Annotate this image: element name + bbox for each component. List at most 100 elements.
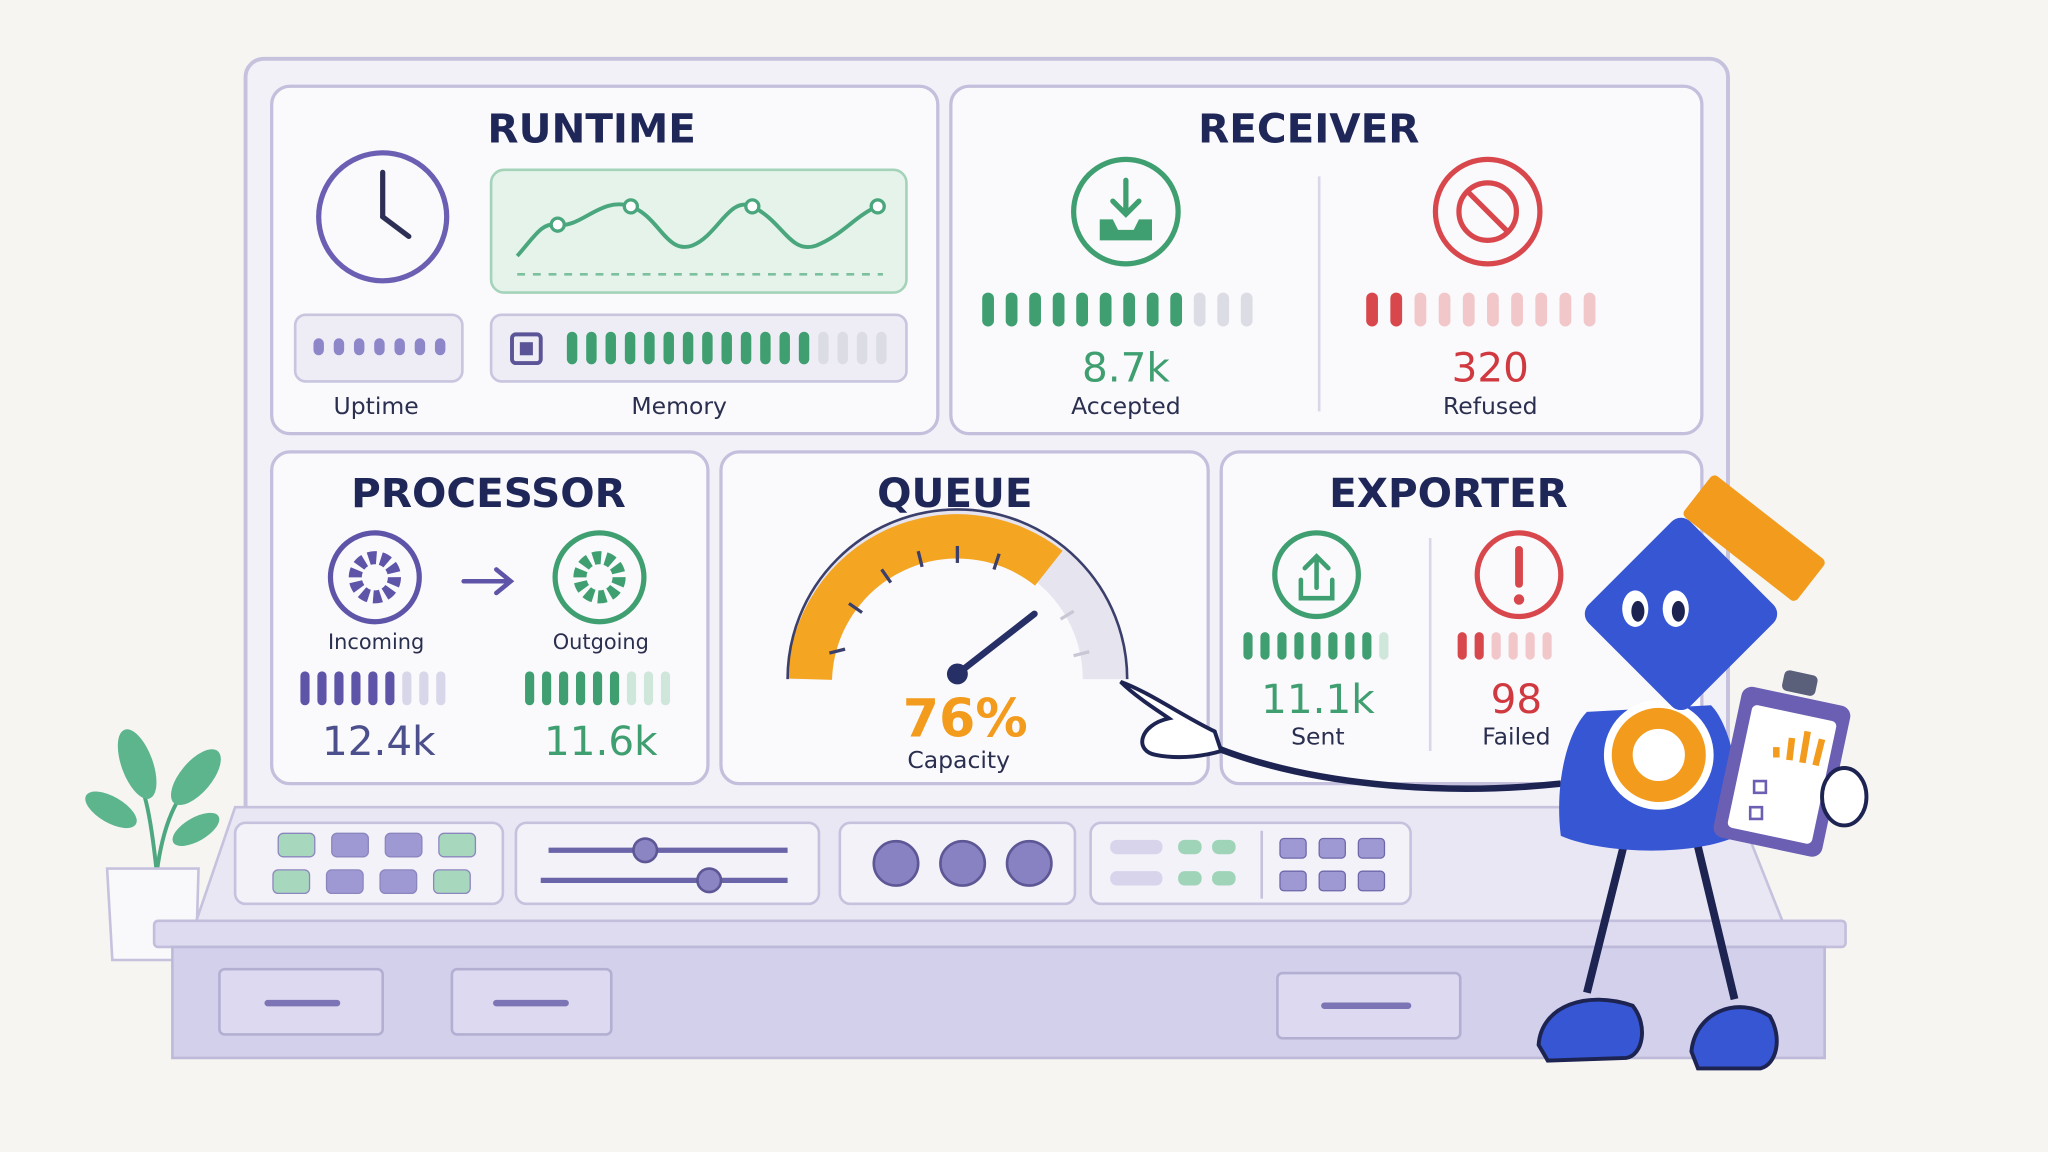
arrow: [1110, 177, 1142, 218]
meter-segment: [624, 331, 636, 365]
queue-value: 76%: [903, 690, 1028, 750]
metric-label: Incoming: [328, 630, 424, 654]
meter-segment: [1328, 632, 1338, 660]
button-grid: [272, 832, 1386, 895]
meter-segment: [542, 671, 552, 706]
refused-icon: [1432, 156, 1543, 267]
metric-label: Memory: [631, 392, 727, 420]
uptime-dot: [414, 338, 426, 356]
shoe: [1536, 997, 1644, 1063]
meter-segment: [1559, 292, 1572, 327]
upload-arrow: [1298, 553, 1335, 601]
meter-segment: [702, 331, 713, 365]
icon-ring: [1071, 156, 1181, 267]
gauge-tick: [916, 550, 924, 568]
meter-segment: [660, 671, 671, 706]
pupil: [1631, 600, 1645, 622]
meter-segment: [1052, 292, 1065, 327]
metric-value: 98: [1491, 675, 1543, 723]
meter-segment: [1366, 292, 1378, 327]
arm: [1213, 744, 1562, 792]
metric-label: Capacity: [907, 746, 1010, 774]
upload-icon: [1272, 530, 1361, 620]
flow-arrow: [461, 567, 515, 596]
meter-segment: [1193, 292, 1206, 327]
meter-segment: [605, 331, 616, 365]
meter-segment: [644, 331, 655, 365]
leg: [1691, 835, 1739, 1001]
gauge-needle: [954, 610, 1038, 678]
dial: [872, 839, 920, 887]
switch: [1178, 871, 1202, 886]
meter-segment: [419, 671, 429, 706]
alert-icon: [1474, 530, 1564, 620]
console-button: [1279, 837, 1307, 859]
meter-segment: [1457, 632, 1467, 660]
meter-segment: [1491, 632, 1501, 660]
meter-segment: [1311, 632, 1321, 660]
dial: [939, 839, 987, 887]
switch: [1110, 871, 1163, 886]
meter-segment: [1390, 292, 1403, 327]
clipboard-chart: [1773, 730, 1826, 767]
emblem-ring: [1611, 707, 1706, 802]
clipboard-clip: [1782, 670, 1818, 696]
meter-segment: [300, 671, 310, 706]
gear-ring: [552, 530, 647, 625]
uptime-dot: [374, 338, 385, 356]
gauge-ticks: [828, 545, 1090, 658]
gauge-tick: [1073, 650, 1090, 658]
desk-top: [152, 919, 1847, 949]
leg: [1583, 834, 1630, 994]
clock-icon: [316, 150, 450, 284]
console-button: [331, 832, 369, 858]
slider-knob: [696, 867, 723, 894]
gauge-tick: [828, 647, 846, 655]
meter-segment: [740, 331, 752, 365]
meter-segment: [798, 331, 810, 365]
gauge-tick: [848, 602, 863, 614]
checkbox: [1752, 779, 1768, 795]
meter-segment: [1414, 292, 1427, 327]
download-icon: [1071, 156, 1181, 267]
meter-segment: [663, 331, 674, 365]
leaf: [172, 812, 220, 846]
switch: [1110, 839, 1163, 855]
meter-segment: [1170, 292, 1183, 327]
meter-segment: [1542, 632, 1552, 660]
chip-icon: [510, 332, 543, 366]
meter-segment: [1438, 292, 1451, 327]
metric-label: Sent: [1291, 722, 1344, 750]
meter-segment: [1243, 632, 1253, 660]
meter-segment: [837, 331, 848, 365]
chip-core: [519, 342, 533, 356]
icon-ring: [1432, 156, 1543, 267]
meter-segment: [1146, 292, 1159, 327]
metric-label: Uptime: [334, 392, 419, 420]
chip: [510, 332, 543, 366]
meter-segment: [1487, 292, 1499, 327]
gauge-tick: [992, 553, 1001, 570]
gauge-outline: [786, 508, 1129, 680]
uptime-dot: [313, 338, 324, 356]
meter-segment: [317, 671, 327, 706]
metric-value: 320: [1452, 343, 1529, 391]
meter-segment: [1474, 632, 1484, 660]
control-box: [1089, 821, 1412, 906]
gear: [573, 551, 626, 604]
console-button: [1318, 870, 1346, 892]
meter-segment: [586, 331, 597, 365]
console-button: [432, 869, 471, 895]
console-button: [379, 869, 418, 895]
console-button: [277, 832, 316, 858]
console-button: [1318, 837, 1346, 859]
switch: [1212, 871, 1236, 886]
gauge-tick: [1059, 609, 1075, 621]
meter-segment: [779, 331, 790, 365]
metric-label: Failed: [1482, 722, 1550, 750]
hat: [1683, 475, 1825, 601]
meter-segment: [1362, 632, 1372, 660]
console-button: [325, 869, 364, 895]
gauge-tick: [880, 568, 893, 584]
